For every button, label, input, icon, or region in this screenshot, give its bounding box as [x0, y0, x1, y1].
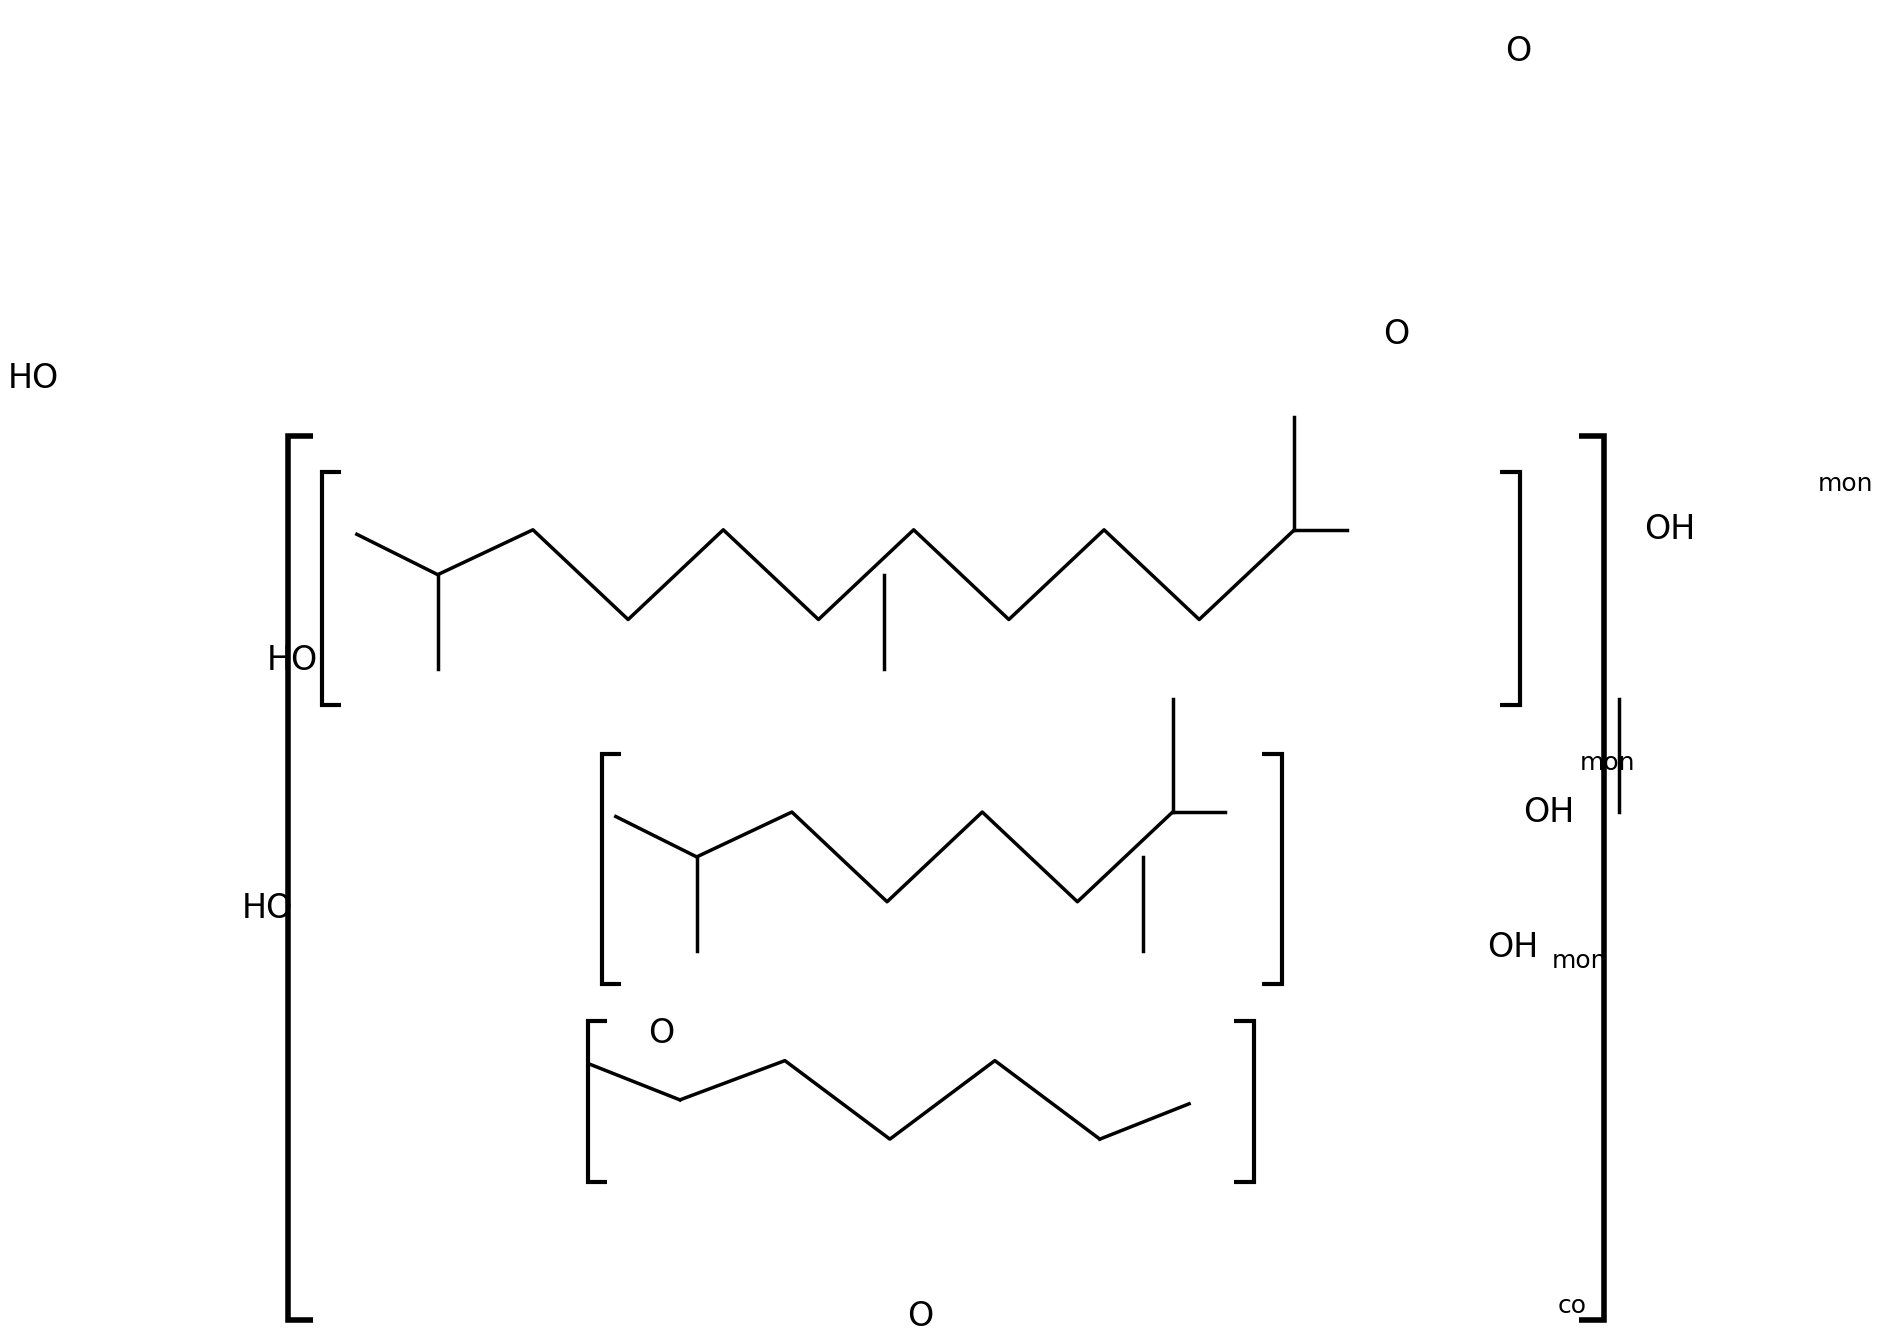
Text: OH: OH — [1523, 795, 1574, 829]
Text: O: O — [1504, 35, 1530, 68]
Text: O: O — [649, 1018, 675, 1050]
Text: HO: HO — [267, 644, 318, 677]
Text: HO: HO — [243, 892, 293, 925]
Text: mon: mon — [1818, 472, 1872, 496]
Text: O: O — [1384, 318, 1410, 351]
Text: OH: OH — [1487, 932, 1538, 964]
Text: OH: OH — [1645, 514, 1696, 546]
Text: co: co — [1557, 1294, 1587, 1318]
Text: HO: HO — [8, 362, 58, 394]
Text: mon: mon — [1551, 949, 1607, 974]
Text: O: O — [906, 1299, 932, 1333]
Text: mon: mon — [1579, 751, 1636, 775]
